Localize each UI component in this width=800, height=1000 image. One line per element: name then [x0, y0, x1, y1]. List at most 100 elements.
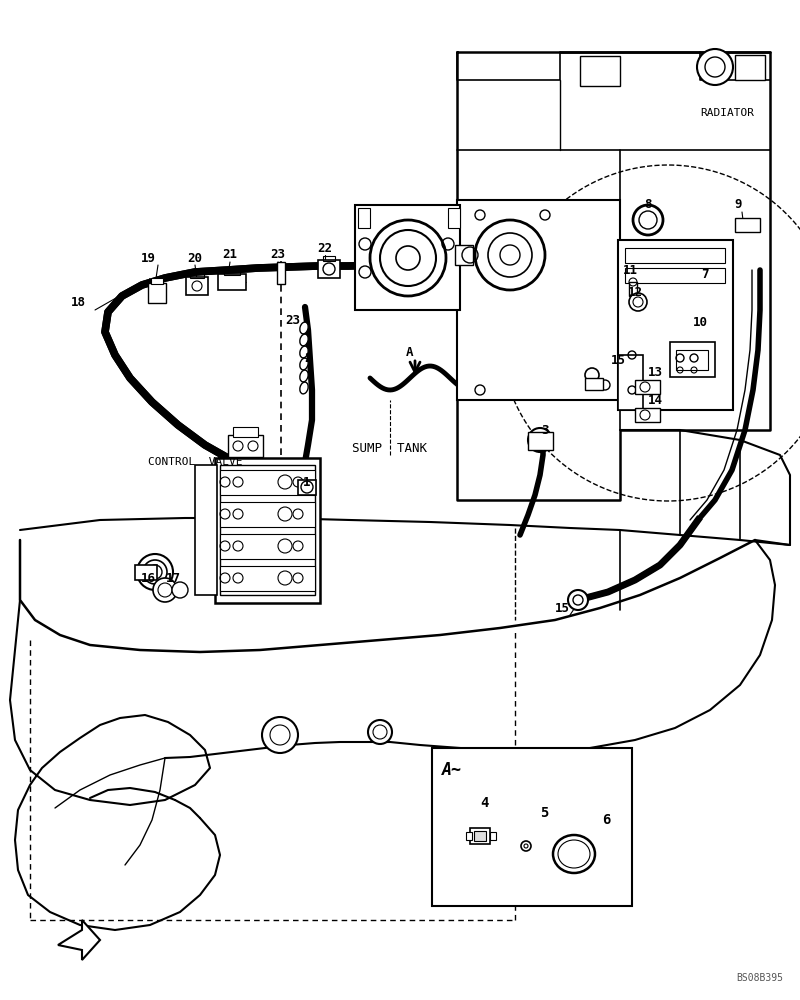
Text: 23: 23	[286, 314, 301, 326]
Bar	[585, 378, 603, 390]
Circle shape	[368, 720, 392, 744]
Bar	[528, 432, 553, 450]
Circle shape	[380, 230, 436, 286]
Bar	[432, 748, 632, 906]
Bar	[457, 200, 620, 400]
Bar	[635, 408, 660, 422]
Ellipse shape	[300, 358, 308, 370]
Polygon shape	[58, 920, 100, 960]
Circle shape	[370, 220, 446, 296]
Bar	[190, 272, 204, 278]
Circle shape	[475, 220, 545, 290]
Text: 23: 23	[270, 248, 286, 261]
Text: 6: 6	[602, 813, 610, 827]
Bar	[670, 342, 715, 377]
Text: 3: 3	[542, 424, 549, 436]
Bar	[676, 350, 708, 370]
Text: 21: 21	[222, 248, 238, 261]
Bar	[635, 380, 660, 394]
Bar	[455, 245, 473, 265]
Text: 8: 8	[644, 198, 652, 212]
Bar	[218, 274, 246, 290]
Bar	[355, 205, 460, 310]
Bar	[448, 208, 460, 228]
Circle shape	[521, 841, 531, 851]
Bar	[580, 56, 620, 86]
Bar	[490, 832, 496, 840]
Text: RADIATOR: RADIATOR	[700, 108, 754, 118]
Bar	[148, 283, 166, 303]
Bar	[318, 260, 340, 278]
Circle shape	[528, 428, 552, 452]
Text: CONTROL  VALVE: CONTROL VALVE	[148, 457, 242, 467]
Ellipse shape	[300, 322, 308, 334]
Text: 14: 14	[647, 393, 662, 406]
Bar	[629, 282, 637, 296]
Circle shape	[697, 49, 733, 85]
Bar	[735, 55, 765, 80]
Circle shape	[153, 578, 177, 602]
Bar	[323, 256, 335, 261]
Text: BS08B395: BS08B395	[736, 973, 783, 983]
Text: 10: 10	[693, 316, 707, 328]
Text: SUMP  TANK: SUMP TANK	[353, 442, 427, 454]
Bar	[195, 465, 217, 595]
Bar	[470, 828, 490, 844]
Bar	[220, 502, 315, 527]
Text: 5: 5	[540, 806, 548, 820]
Circle shape	[585, 368, 599, 382]
Text: 9: 9	[734, 198, 742, 212]
Bar	[625, 268, 725, 283]
Circle shape	[705, 57, 725, 77]
Ellipse shape	[553, 835, 595, 873]
Circle shape	[633, 205, 663, 235]
Circle shape	[137, 554, 173, 590]
Circle shape	[143, 560, 167, 584]
Text: 1: 1	[303, 476, 310, 488]
Ellipse shape	[300, 370, 308, 382]
Ellipse shape	[300, 382, 308, 394]
Bar	[618, 355, 643, 410]
Text: 20: 20	[187, 251, 202, 264]
Bar	[220, 566, 315, 591]
Bar	[186, 277, 208, 295]
Text: 15: 15	[554, 601, 570, 614]
Text: 22: 22	[318, 241, 333, 254]
Text: 17: 17	[166, 572, 181, 584]
Text: 4: 4	[480, 796, 488, 810]
Bar	[224, 270, 240, 275]
Circle shape	[500, 245, 520, 265]
Bar	[735, 218, 760, 232]
Bar	[466, 832, 472, 840]
Bar	[618, 240, 733, 410]
Circle shape	[396, 246, 420, 270]
Bar	[135, 565, 157, 580]
Text: 15: 15	[610, 354, 626, 366]
Bar	[220, 470, 315, 495]
Text: 7: 7	[702, 268, 709, 282]
Bar	[220, 465, 315, 595]
Circle shape	[488, 233, 532, 277]
Text: 18: 18	[70, 296, 86, 308]
Text: 16: 16	[141, 572, 155, 584]
Text: 12: 12	[627, 286, 642, 298]
Ellipse shape	[300, 346, 308, 358]
Bar	[474, 831, 486, 841]
Circle shape	[629, 293, 647, 311]
Bar	[233, 427, 258, 437]
Text: A~: A~	[442, 761, 462, 779]
Text: 13: 13	[647, 365, 662, 378]
Bar	[228, 435, 263, 457]
Bar	[220, 534, 315, 559]
Bar	[215, 458, 320, 603]
Text: 2: 2	[304, 352, 312, 364]
Ellipse shape	[300, 334, 308, 346]
Text: A: A	[406, 346, 414, 359]
Bar	[298, 480, 316, 495]
Circle shape	[568, 590, 588, 610]
Bar	[625, 248, 725, 263]
Bar	[151, 278, 163, 284]
Bar	[358, 208, 370, 228]
Text: 11: 11	[622, 263, 638, 276]
Bar	[277, 262, 285, 284]
